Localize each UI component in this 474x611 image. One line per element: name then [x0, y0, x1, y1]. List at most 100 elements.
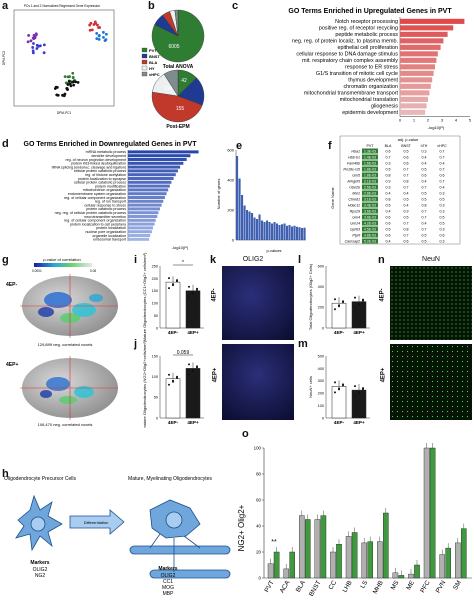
pca-point — [32, 42, 35, 45]
go-down-bar — [128, 180, 172, 184]
o-region-label: SM — [452, 580, 463, 592]
legend-entry: PVT — [149, 48, 157, 53]
group-label: 4EP+ — [187, 330, 199, 335]
bar-tick: 0 — [156, 326, 158, 330]
o-region-label: PVT — [263, 579, 275, 593]
go-down-term: reg. of cellular component organization — [64, 196, 126, 200]
bar-tick: 300 — [318, 379, 324, 383]
corr-scale-low: 0.0001 — [32, 269, 42, 273]
pca-point — [29, 39, 33, 43]
pca-point — [31, 51, 35, 55]
bar-4ep-plus — [289, 551, 295, 579]
table-pvt-value: 1.3E-03 — [364, 150, 376, 154]
panel-m-label: m — [298, 338, 308, 350]
pca-point — [26, 40, 30, 44]
table-gene: Gpr63 — [350, 228, 360, 232]
panel-i-label: i — [134, 254, 138, 266]
table-gene: Hbb-b1 — [348, 156, 360, 160]
table-pvt-cell — [362, 172, 378, 178]
legend-swatch — [141, 47, 148, 53]
data-point — [338, 387, 340, 390]
bar-tick: 200 — [152, 277, 158, 281]
olig2-image-4ep-plus — [222, 344, 294, 420]
table-row-label: Gene Name — [330, 186, 335, 208]
pca-point — [61, 93, 64, 97]
table-gene: Fam46b — [347, 162, 360, 166]
group-label: 4EP- — [334, 420, 345, 425]
go-down-xlabel: -log10(P) — [172, 245, 189, 250]
table-gene: Gm4 — [352, 216, 360, 220]
go-down-term: protein K63-linked deubiquitination — [71, 162, 126, 166]
table-cell: 0.4 — [422, 222, 427, 226]
table-gene: Hba1 — [351, 150, 360, 154]
table-cell: 0.5 — [422, 192, 427, 196]
table-cell: 0.4 — [386, 240, 391, 244]
go-down-bar — [128, 161, 184, 165]
pca-point — [65, 87, 69, 90]
table-cell: 0.7 — [422, 186, 427, 190]
pie-slice — [151, 9, 205, 63]
go-up-bar — [400, 103, 427, 109]
table-cell: 0.4 — [404, 192, 409, 196]
table-pvt-value: 2.8E-03 — [364, 192, 376, 196]
pca-point — [95, 31, 99, 35]
bar-ylabel: Total Oligodendrocytes (Olig2+ Cells) — [308, 263, 313, 330]
table-pvt-cell — [362, 208, 378, 214]
go-up-tick: 1 — [413, 118, 416, 123]
table-col-header: PVT — [367, 144, 375, 148]
go-down-bar — [128, 230, 152, 234]
go-up-bar — [400, 83, 431, 89]
o-ytick: 20 — [256, 550, 261, 555]
pie1-title: Total ANOVA — [163, 64, 194, 70]
panel-j-label: j — [134, 338, 138, 350]
markers-left-title: Markers — [30, 560, 49, 566]
hist-bar — [278, 225, 281, 240]
data-point — [172, 283, 174, 286]
table-cell: 0.5 — [386, 168, 391, 172]
go-up-term: neg. reg. of protein localiz. to plasma … — [292, 39, 398, 45]
data-point — [358, 391, 360, 394]
go-up-tick: 0 — [399, 118, 402, 123]
data-point — [192, 291, 194, 294]
panel-d: d GO Terms Enriched in Downregulated Gen… — [0, 132, 210, 252]
table-pvt-cell — [362, 178, 378, 184]
panel-e-label: e — [236, 140, 243, 152]
bar-tick: 100 — [152, 375, 158, 379]
table-gene: Ptprf — [352, 234, 361, 238]
data-point — [334, 381, 336, 384]
panel-b-label: b — [148, 0, 155, 12]
arrow-label: Differentiation — [84, 520, 109, 525]
pie-post-epm: 42 134 155 — [151, 69, 205, 123]
table-col-header: BNST — [401, 144, 411, 148]
table-pvt-value: 3.1E-03 — [364, 198, 376, 202]
hist-bar — [253, 217, 256, 240]
panel-h: h Oligodendrocyte Precursor Cells Mature… — [0, 450, 236, 606]
go-up-bar — [400, 70, 434, 76]
marker-right: MOG — [162, 585, 174, 591]
group-bar — [165, 378, 181, 419]
go-down-term: reg. of histone acetylation — [85, 173, 126, 177]
data-point — [168, 277, 170, 280]
table-cell: 0.3 — [440, 192, 445, 196]
table-pvt-cell — [362, 196, 378, 202]
legend-swatch — [141, 53, 148, 59]
hist-bar — [293, 225, 296, 240]
table-pvt-value: 4.5E-03 — [364, 228, 376, 232]
go-down-term: reg. of neuron projection development — [65, 158, 126, 162]
table-pvt-value: 4.8E-03 — [364, 234, 376, 238]
pca-point — [76, 80, 80, 84]
pca-scatter: PCs 1 and 2 Normalized Regressed Gene Ex… — [2, 4, 115, 115]
go-up-bar — [400, 64, 435, 70]
pca-point — [63, 75, 67, 78]
go-up-term: epithelial cell proliferation — [337, 45, 398, 51]
legend-entry: vHPC — [149, 72, 160, 77]
pca-point — [88, 23, 92, 27]
hist-bar — [296, 226, 299, 240]
table-pvt-value: 1.8E-03 — [364, 174, 376, 178]
go-down-term: nuclear pore organization — [85, 230, 126, 234]
marker-left: NG2 — [35, 573, 46, 579]
hist-bar — [283, 223, 286, 240]
panel-c-label: c — [232, 0, 239, 12]
neun-group2: 4EP+ — [380, 367, 387, 383]
table-cell: 0.5 — [404, 150, 409, 154]
